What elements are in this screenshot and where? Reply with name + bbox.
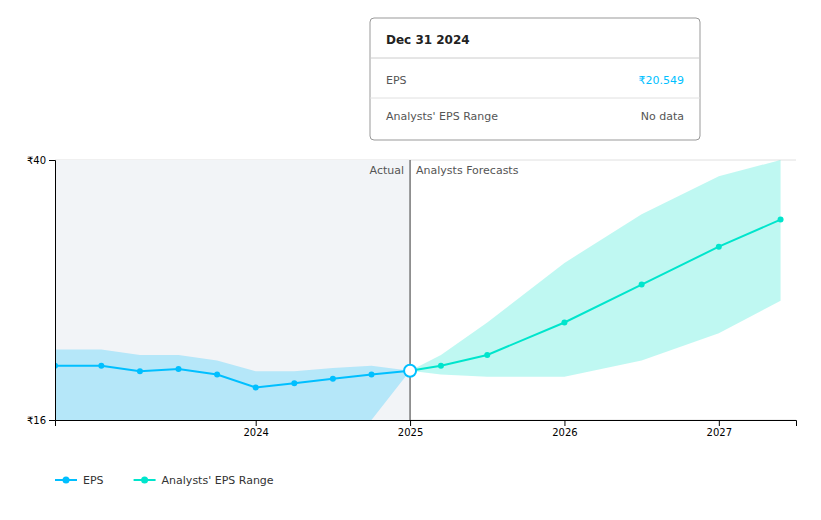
y-tick: ₹40 (27, 155, 55, 166)
y-tick-label: ₹40 (27, 155, 46, 166)
chart: 2024 2025 2026 2027 ₹16 ₹40 Actual Analysts For… (0, 0, 821, 520)
x-axis: 2024 2025 2026 2027 (56, 420, 797, 438)
x-tick-label: 2026 (552, 427, 577, 438)
x-tick-mark (410, 420, 411, 426)
y-axis: ₹16 ₹40 (27, 155, 56, 426)
x-tick-mark (719, 420, 720, 426)
line (55, 366, 410, 388)
x-tick-mark (564, 420, 565, 426)
annotation: Analysts Forecasts (416, 164, 519, 177)
legend-item: EPS (55, 474, 104, 487)
annotation: Actual (370, 164, 404, 177)
point (176, 366, 182, 372)
band (410, 160, 781, 377)
x-tick-mark (256, 420, 257, 426)
transition-point (404, 365, 416, 377)
point (368, 372, 374, 378)
divider (409, 160, 410, 420)
y-tick-label: ₹16 (27, 415, 46, 426)
point (214, 372, 220, 378)
legend: EPS Analysts' EPS Range (55, 474, 274, 487)
x-tick-label: 2025 (398, 427, 423, 438)
x-tick: 2025 (398, 420, 423, 438)
point (330, 376, 336, 382)
grid (55, 160, 796, 420)
point (253, 385, 259, 391)
point (137, 368, 143, 374)
y-tick-mark (49, 160, 55, 161)
tooltip-value: No data (641, 110, 684, 123)
point (778, 217, 784, 223)
band (55, 350, 410, 420)
tooltip-title: Dec 31 2024 (386, 33, 470, 47)
point (561, 320, 567, 326)
tooltip-box (370, 18, 700, 140)
x-tick: 2026 (552, 420, 577, 438)
y-tick: ₹16 (27, 415, 55, 426)
point (716, 244, 722, 250)
tooltip: Dec 31 2024 EPS ₹20.549 Analysts' EPS Range… (370, 18, 700, 140)
tooltip-value: ₹20.549 (639, 74, 685, 87)
point (639, 282, 645, 288)
x-tick-label: 2024 (243, 427, 268, 438)
point (484, 352, 490, 358)
point (98, 363, 104, 369)
plot: 2024 2025 2026 2027 ₹16 ₹40 Actual Analysts For… (27, 155, 797, 438)
tooltip-label: Analysts' EPS Range (386, 110, 498, 123)
x-tick: 2027 (707, 420, 732, 438)
point (291, 380, 297, 386)
x-axis-line (56, 421, 797, 427)
line (410, 220, 781, 371)
legend-label: Analysts' EPS Range (162, 474, 274, 487)
x-tick: 2024 (243, 420, 268, 438)
actual-panel (55, 160, 410, 420)
legend-marker (141, 477, 148, 484)
legend-marker (63, 477, 70, 484)
tooltip-label: EPS (386, 74, 407, 87)
x-tick-label: 2027 (707, 427, 732, 438)
legend-label: EPS (83, 474, 104, 487)
data-layer (55, 160, 784, 420)
tooltip-separator (370, 58, 700, 59)
point (438, 363, 444, 369)
legend-item: Analysts' EPS Range (134, 474, 274, 487)
tooltip-separator (370, 98, 700, 99)
y-axis-line (49, 161, 56, 421)
y-tick-mark (49, 420, 55, 421)
